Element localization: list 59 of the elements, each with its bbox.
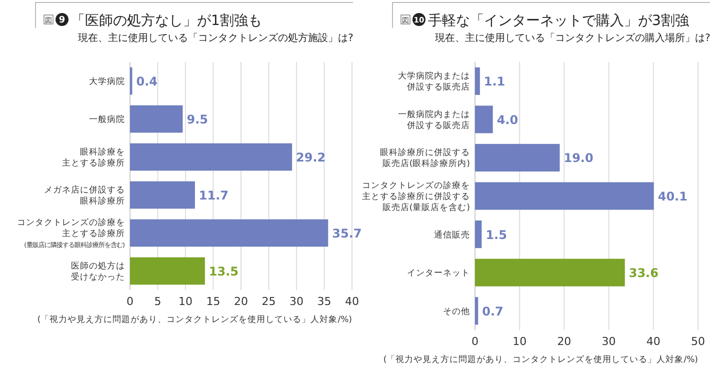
chart-title: 手軽な「インターネットで購入」が3割強	[428, 13, 689, 29]
x-tick-label: 35	[317, 295, 332, 308]
x-tick-label: 10	[178, 295, 192, 308]
data-label: 0.7	[482, 304, 504, 318]
bar	[475, 258, 625, 286]
bar	[475, 182, 654, 210]
data-label: 9.5	[186, 112, 208, 126]
x-tick-label: 50	[691, 335, 705, 348]
y-tick-label: その他	[443, 306, 470, 317]
bar	[130, 105, 183, 133]
y-tick-label: 大学病院内または併設する販売店	[398, 70, 470, 93]
y-tick-label: 一般病院内または併設する販売店	[398, 108, 470, 131]
bar	[130, 181, 195, 209]
x-tick-label: 10	[512, 335, 527, 348]
text: (「視力や見え方に問題があり、コンタクトレンズを使用している」人対象/%)	[37, 314, 352, 325]
text: (「視力や見え方に問題があり、コンタクトレンズを使用している」人対象/%)	[383, 354, 698, 365]
data-label: 40.1	[658, 190, 688, 204]
y-tick-label: 一般病院	[89, 114, 125, 125]
x-tick-label: 20	[557, 335, 572, 348]
bar	[130, 257, 205, 285]
y-tick-label: 大学病院	[89, 76, 125, 87]
y-tick-label: コンタクトレンズの診療を主とする診療所に併設する販売店(量販店を含む)	[362, 180, 470, 213]
data-label: 29.2	[296, 150, 326, 164]
x-tick-label: 0	[126, 295, 134, 308]
x-tick-label: 40	[646, 335, 660, 348]
bar	[475, 106, 493, 134]
data-label: 1.5	[486, 228, 507, 242]
bar	[130, 143, 292, 171]
data-label: 13.5	[208, 264, 239, 278]
x-tick-label: 40	[345, 295, 359, 308]
chart-subtitle: 現在、主に使用している「コンタクトレンズの処方施設」は?	[78, 32, 354, 44]
data-label: 35.7	[332, 226, 362, 240]
x-tick-label: 5	[154, 295, 162, 308]
x-tick-label: 25	[262, 295, 276, 308]
bar	[475, 297, 478, 325]
x-tick-label: 30	[290, 295, 304, 308]
data-label: 0.4	[136, 74, 158, 88]
y-tick-label: 眼科診療所に併設する販売店(眼科診療所内)	[380, 147, 470, 170]
y-tick-label: 医師の処方は受けなかった	[71, 260, 125, 282]
data-label: 19.0	[564, 151, 594, 166]
y-tick-label: 眼科診療を主とする診療所	[62, 146, 125, 168]
chart-title: 「医師の処方なし」が1割強も	[71, 13, 262, 29]
bar	[130, 219, 328, 247]
chart-subtitle: 現在、主に使用している「コンタクトレンズの購入場所」は?	[435, 32, 710, 44]
text: 9	[58, 16, 66, 26]
x-tick-label: 15	[206, 295, 220, 308]
x-tick-label: 20	[234, 295, 248, 308]
data-label: 33.6	[628, 266, 658, 280]
y-tick-label: メガネ店に併設する眼科診療所	[44, 184, 125, 206]
data-label: 4.0	[496, 112, 518, 127]
data-label: 1.1	[484, 74, 506, 89]
data-label: 11.7	[198, 188, 229, 202]
y-tick-label: 通信販売	[434, 229, 470, 240]
y-tick-label: インターネット	[407, 268, 470, 279]
bar	[475, 144, 560, 172]
bar	[475, 67, 480, 95]
x-tick-label: 0	[472, 335, 478, 348]
x-tick-label: 30	[602, 335, 616, 348]
bar	[475, 220, 482, 248]
